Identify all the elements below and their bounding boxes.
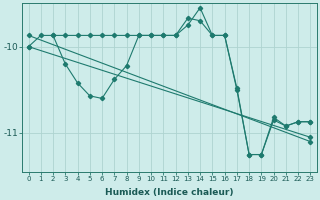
X-axis label: Humidex (Indice chaleur): Humidex (Indice chaleur) xyxy=(105,188,234,197)
